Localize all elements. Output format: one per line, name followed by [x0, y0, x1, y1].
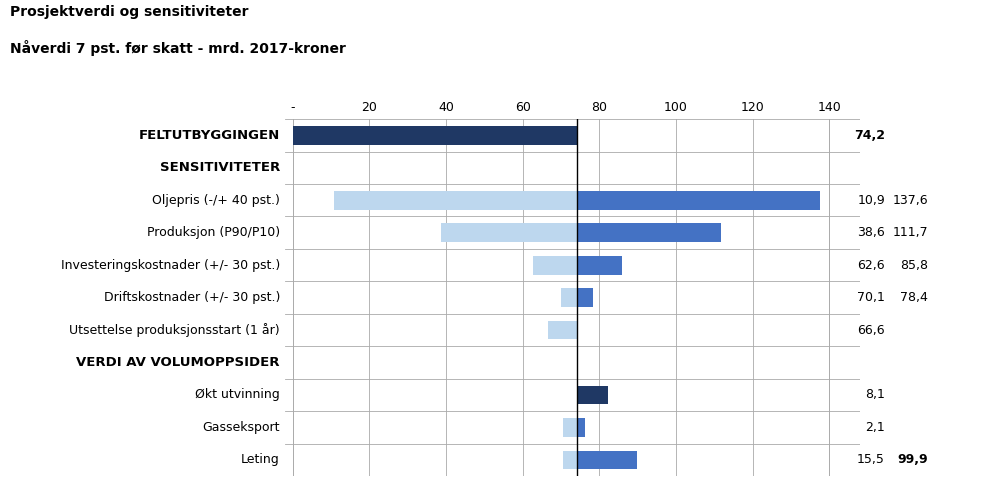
Text: 74,2: 74,2 — [854, 129, 885, 142]
Bar — [293, 126, 577, 145]
Text: 66,6: 66,6 — [857, 323, 885, 337]
Bar — [577, 450, 637, 469]
Text: Økt utvinning: Økt utvinning — [195, 388, 280, 401]
Text: 38,6: 38,6 — [857, 226, 885, 239]
Text: FELTUTBYGGINGEN: FELTUTBYGGINGEN — [139, 129, 280, 142]
Text: 78,4: 78,4 — [900, 291, 928, 304]
Text: Driftskostnader (+/- 30 pst.): Driftskostnader (+/- 30 pst.) — [104, 291, 280, 304]
Text: Utsettelse produksjonsstart (1 år): Utsettelse produksjonsstart (1 år) — [69, 323, 280, 337]
Text: SENSITIVITETER: SENSITIVITETER — [160, 161, 280, 174]
Text: Gasseksport: Gasseksport — [202, 421, 280, 434]
Text: Nåverdi 7 pst. før skatt - mrd. 2017-kroner: Nåverdi 7 pst. før skatt - mrd. 2017-kro… — [10, 40, 346, 56]
Text: 10,9: 10,9 — [857, 194, 885, 207]
Text: 2,1: 2,1 — [865, 421, 885, 434]
Bar — [441, 223, 577, 242]
Text: Oljepris (-/+ 40 pst.): Oljepris (-/+ 40 pst.) — [152, 194, 280, 207]
Bar — [334, 191, 577, 210]
Bar — [577, 418, 585, 437]
Text: 99,9: 99,9 — [897, 453, 928, 466]
Text: 85,8: 85,8 — [900, 258, 928, 272]
Bar — [577, 223, 721, 242]
Text: 70,1: 70,1 — [857, 291, 885, 304]
Text: Produksjon (P90/P10): Produksjon (P90/P10) — [147, 226, 280, 239]
Text: Prosjektverdi og sensitiviteter: Prosjektverdi og sensitiviteter — [10, 5, 248, 19]
Text: Leting: Leting — [241, 453, 280, 466]
Text: VERDI AV VOLUMOPPSIDER: VERDI AV VOLUMOPPSIDER — [76, 356, 280, 369]
Text: 137,6: 137,6 — [892, 194, 928, 207]
Bar — [561, 288, 577, 307]
Text: 8,1: 8,1 — [865, 388, 885, 401]
Bar — [563, 418, 577, 437]
Bar — [563, 450, 577, 469]
Bar — [577, 385, 608, 404]
Text: 111,7: 111,7 — [892, 226, 928, 239]
Text: 62,6: 62,6 — [857, 258, 885, 272]
Bar — [533, 256, 577, 275]
Text: 15,5: 15,5 — [857, 453, 885, 466]
Bar — [577, 288, 593, 307]
Bar — [577, 191, 820, 210]
Bar — [548, 320, 577, 339]
Bar — [577, 256, 622, 275]
Text: Investeringskostnader (+/- 30 pst.): Investeringskostnader (+/- 30 pst.) — [61, 258, 280, 272]
